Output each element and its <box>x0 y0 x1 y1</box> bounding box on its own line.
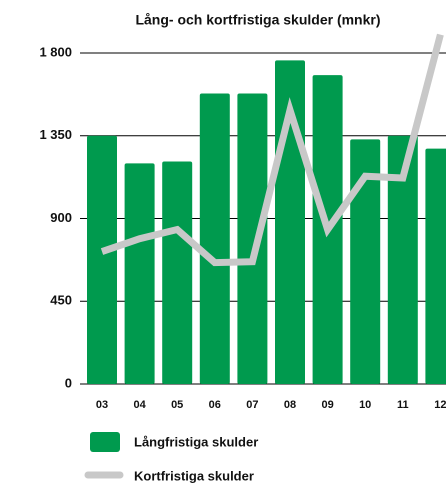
x-tick-label: 12 <box>434 399 446 411</box>
legend-label: Långfristiga skulder <box>134 434 258 449</box>
bar <box>387 135 418 384</box>
bar <box>199 93 230 384</box>
x-tick-label: 09 <box>321 399 333 411</box>
x-tick-label: 08 <box>284 399 296 411</box>
chart-title: Lång- och kortfristiga skulder (mnkr) <box>135 12 380 28</box>
bar <box>425 148 446 384</box>
y-tick-label: 450 <box>50 293 72 308</box>
legend-label: Kortfristiga skulder <box>134 468 254 483</box>
x-tick-label: 10 <box>359 399 371 411</box>
x-tick-label: 04 <box>133 399 146 411</box>
bar <box>237 93 268 384</box>
line-series <box>100 33 444 267</box>
x-tick-label: 06 <box>209 399 221 411</box>
x-tick-label: 11 <box>397 399 409 411</box>
y-tick-label: 1 350 <box>39 127 72 142</box>
bar <box>162 161 193 384</box>
y-tick-label: 900 <box>50 210 72 225</box>
bar <box>124 163 155 384</box>
x-tick-label: 05 <box>171 399 183 411</box>
y-tick-label: 1 800 <box>39 44 72 59</box>
bar <box>350 139 381 384</box>
y-tick-label: 0 <box>65 375 72 390</box>
legend-swatch <box>90 432 120 452</box>
bar <box>87 135 117 384</box>
x-tick-label: 07 <box>246 399 258 411</box>
x-tick-label: 03 <box>96 399 108 411</box>
